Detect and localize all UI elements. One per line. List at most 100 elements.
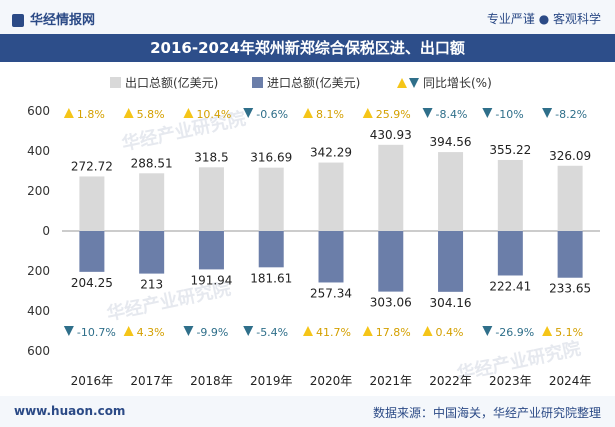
chart-title: 2016-2024年郑州新郑综合保税区进、出口额 [0,34,615,62]
export-growth-label: 10.4% [196,108,231,121]
y-tick-label: 600 [27,344,50,358]
x-tick-label: 2016年 [71,374,114,388]
growth-down-icon [482,108,493,118]
legend-export-swatch [110,77,121,88]
growth-up-icon [362,326,373,336]
growth-up-icon [422,326,433,336]
import-value-label: 222.41 [489,279,531,293]
import-value-label: 191.94 [190,273,232,287]
export-value-label: 355.22 [489,143,531,157]
export-growth-label: -8.4% [436,108,468,121]
import-growth-label: 0.4% [436,326,464,339]
growth-down-icon [542,108,553,118]
import-bar [497,231,523,276]
y-tick-label: 0 [42,224,50,238]
logo-text: 华经情报网 [30,13,96,28]
export-growth-label: -0.6% [256,108,288,121]
x-tick-label: 2019年 [250,374,293,388]
growth-up-icon [183,108,194,118]
import-value-label: 233.65 [549,282,591,296]
growth-down-icon [422,108,433,118]
growth-down-icon [482,326,493,336]
export-growth-label: -8.2% [555,108,587,121]
import-bar [378,231,404,292]
import-bar [79,231,105,272]
data-source: 数据来源：中国海关，华经产业研究院整理 [372,406,601,420]
growth-up-icon [123,108,134,118]
logo-icon [12,14,24,27]
export-bar [438,152,464,231]
growth-up-icon [123,326,134,336]
export-growth-label: 8.1% [316,108,344,121]
x-tick-label: 2022年 [429,374,472,388]
import-growth-label: -5.4% [256,326,288,339]
import-growth-label: -26.9% [495,326,534,339]
import-bar [139,231,165,274]
export-bar [557,165,583,231]
export-bar [378,144,404,231]
export-value-label: 430.93 [370,128,412,142]
x-tick-label: 2024年 [549,374,592,388]
export-growth-label: -10% [495,108,523,121]
export-bar [79,176,105,231]
x-tick-label: 2020年 [310,374,353,388]
x-tick-label: 2018年 [190,374,233,388]
export-growth-label: 5.8% [137,108,165,121]
import-bar [557,231,583,278]
import-growth-label: 5.1% [555,326,583,339]
growth-down-icon [243,326,254,336]
import-growth-label: 41.7% [316,326,351,339]
export-bar [318,162,344,231]
export-value-label: 288.51 [131,156,173,170]
export-value-label: 316.69 [250,151,292,165]
site-url: www.huaon.com [14,404,126,418]
import-value-label: 303.06 [370,296,412,310]
export-value-label: 342.29 [310,146,352,160]
y-tick-label: 400 [27,144,50,158]
tagline: 专业严谨 ● 客观科学 [486,12,601,26]
export-value-label: 326.09 [549,149,591,163]
import-growth-label: 4.3% [137,326,165,339]
legend-import-swatch [252,77,263,88]
legend-import-label: 进口总额(亿美元) [267,75,360,90]
import-bar [318,231,344,283]
export-bar [497,159,523,231]
legend-down-triangle-icon [409,78,419,88]
import-value-label: 204.25 [71,276,113,290]
export-growth-label: 1.8% [77,108,105,121]
growth-up-icon [63,108,74,118]
import-growth-label: -10.7% [77,326,116,339]
legend-growth-label: 同比增长(%) [423,76,492,90]
y-tick-label: 400 [27,304,50,318]
import-bar [438,231,464,292]
export-growth-label: 25.9% [376,108,411,121]
import-bar [198,231,224,270]
legend-export-label: 出口总额(亿美元) [125,75,218,90]
growth-up-icon [303,108,313,118]
legend-up-triangle-icon [397,78,407,88]
brand-logo: 华经情报网 [12,9,95,28]
import-value-label: 304.16 [430,296,472,310]
import-growth-label: 17.8% [376,326,411,339]
growth-up-icon [362,108,373,118]
y-tick-label: 200 [27,264,50,278]
export-value-label: 394.56 [430,135,472,149]
growth-up-icon [303,326,313,336]
growth-down-icon [183,326,194,336]
export-bar [258,167,284,231]
export-value-label: 272.72 [71,159,113,173]
export-value-label: 318.5 [194,150,228,164]
growth-down-icon [63,326,74,336]
y-tick-label: 200 [27,184,50,198]
bottom-bar: www.huaon.com 数据来源：中国海关，华经产业研究院整理 [0,396,615,427]
import-value-label: 181.61 [250,271,292,285]
export-bar [139,173,165,231]
growth-down-icon [243,108,254,118]
y-tick-label: 600 [27,104,50,118]
import-value-label: 257.34 [310,286,352,300]
x-tick-label: 2017年 [130,374,173,388]
top-bar: 华经情报网 专业严谨 ● 客观科学 [0,0,615,34]
x-tick-label: 2021年 [370,374,413,388]
import-bar [258,231,284,268]
